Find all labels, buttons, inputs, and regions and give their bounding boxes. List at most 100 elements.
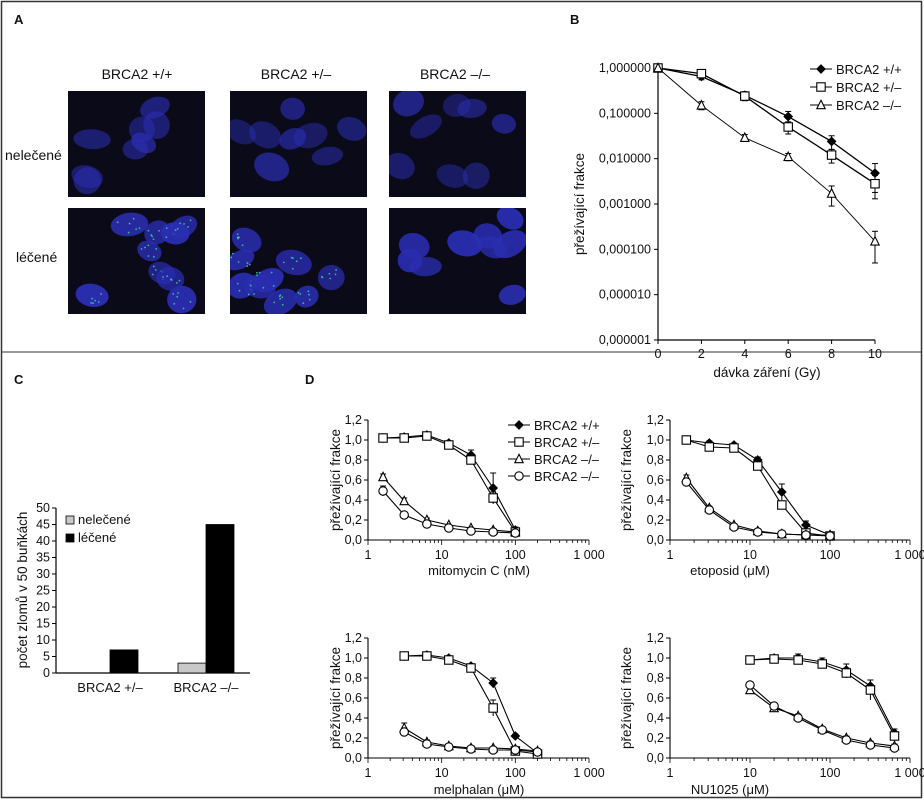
col-label-het: BRCA2 +/– xyxy=(261,66,332,82)
focus-dot xyxy=(187,226,190,228)
y-tick-label: 1,0 xyxy=(345,433,362,447)
y-tick-label: 0,0 xyxy=(345,533,362,547)
focus-dot xyxy=(270,271,273,274)
focus-dot xyxy=(297,291,300,294)
y-axis-label: přežívající frakce xyxy=(619,647,634,749)
legend-label: BRCA2 –/– xyxy=(534,452,600,467)
data-point-s3 xyxy=(745,680,755,690)
y-tick-label: 0 xyxy=(43,666,50,680)
data-point-s1 xyxy=(841,668,852,678)
data-point-s3 xyxy=(769,701,779,711)
legend-label: léčené xyxy=(78,530,116,545)
x-tick-label: 1 xyxy=(365,766,372,780)
data-point-s3 xyxy=(422,739,432,749)
panel-d-melphalan-chart: 0,0 0,2 0,4 0,6 0,8 1,0 1,2 1 10 100 1 000 melphala… xyxy=(328,631,605,797)
focus-dot xyxy=(166,275,169,278)
y-tick-label: 0,2 xyxy=(647,513,664,527)
focus-dot xyxy=(295,260,298,263)
y-tick-label: 0,4 xyxy=(345,711,362,725)
focus-dot xyxy=(258,271,261,274)
focus-dot xyxy=(321,276,324,279)
data-point-s3 xyxy=(865,740,876,750)
focus-dot xyxy=(249,284,252,287)
bar-1-1 xyxy=(205,524,235,674)
focus-dot xyxy=(246,265,249,268)
nucleus-shape xyxy=(337,116,367,141)
focus-dot xyxy=(132,217,135,220)
x-tick-label: 10 xyxy=(868,347,882,361)
y-axis-label: přežívající frakce xyxy=(328,429,343,531)
nucleus-shape xyxy=(73,129,111,150)
y-tick-label: 45 xyxy=(36,518,50,532)
focus-dot xyxy=(246,262,249,264)
focus-dot xyxy=(92,302,95,305)
panel-a: BRCA2 +/+ BRCA2 +/– BRCA2 –/– nelečené l… xyxy=(5,66,526,314)
legend-label: nelečené xyxy=(78,512,131,527)
focus-dot xyxy=(150,234,153,236)
data-point-s3 xyxy=(825,531,835,541)
legend-swatch xyxy=(65,515,75,525)
focus-dot xyxy=(335,269,337,271)
nucleus-shape xyxy=(110,212,149,237)
data-point-s2 xyxy=(377,471,389,482)
x-tick-label: 10 xyxy=(743,766,757,780)
focus-dot xyxy=(151,273,154,276)
focus-dot xyxy=(152,255,155,258)
y-tick-label: 5 xyxy=(43,650,50,664)
data-point-s3 xyxy=(841,735,852,745)
micro-nuclei xyxy=(230,227,345,314)
x-tick-label: 1 000 xyxy=(894,548,924,562)
focus-dot xyxy=(237,237,239,240)
data-point-s3 xyxy=(889,743,900,753)
focus-dot xyxy=(329,277,332,280)
legend-marker xyxy=(514,437,524,447)
nucleus-shape xyxy=(252,267,284,293)
focus-dot xyxy=(256,274,258,277)
micro-nuclei xyxy=(397,208,526,305)
y-tick-label: 0,4 xyxy=(345,493,362,507)
focus-dot xyxy=(300,257,302,260)
x-tick-label: 100 xyxy=(820,548,841,562)
y-axis-label: počet zlomů v 50 buňkách xyxy=(15,512,30,669)
focus-dot xyxy=(165,227,168,230)
focus-dot xyxy=(279,297,282,300)
micro-image-r0-c2 xyxy=(389,91,526,197)
focus-dot xyxy=(127,231,130,234)
data-point-s0 xyxy=(783,111,794,122)
nucleus-shape xyxy=(167,285,197,314)
focus-dot xyxy=(253,293,255,295)
focus-dot xyxy=(147,229,150,232)
data-point-s3 xyxy=(729,522,739,532)
y-tick-label: 0,001000 xyxy=(599,197,651,211)
y-tick-label: 0,2 xyxy=(345,731,362,745)
nucleus-shape xyxy=(317,264,345,291)
panel-c-chart: 0 5 10 15 20 25 30 35 40 45 50 BRCA2 +/– BRCA2 –/– po… xyxy=(15,501,250,695)
nucleus-shape xyxy=(263,288,298,314)
data-point-s3 xyxy=(510,528,521,538)
y-tick-label: 0,6 xyxy=(647,473,664,487)
y-tick-label: 15 xyxy=(36,617,50,631)
focus-dot xyxy=(97,301,100,303)
x-tick-label: 10 xyxy=(743,548,757,562)
focus-dot xyxy=(189,300,192,303)
nucleus-shape xyxy=(73,167,101,195)
bar-0-1 xyxy=(177,662,207,674)
focus-dot xyxy=(262,286,265,289)
legend-label: BRCA2 +/+ xyxy=(836,62,902,77)
nucleus-shape xyxy=(410,114,442,139)
focus-dot xyxy=(290,256,293,259)
y-tick-label: 1,0 xyxy=(647,651,664,665)
data-point-s3 xyxy=(444,523,454,533)
data-point-s3 xyxy=(488,527,498,537)
focus-dot xyxy=(172,293,175,295)
x-tick-label: 1 xyxy=(365,548,372,562)
data-point-s1 xyxy=(488,493,498,503)
x-tick-label: 0 xyxy=(655,347,662,361)
data-point-s0 xyxy=(776,487,787,497)
data-point-s2 xyxy=(783,150,794,162)
focus-dot xyxy=(307,290,310,293)
y-tick-label: 0,8 xyxy=(647,453,664,467)
focus-dot xyxy=(272,284,275,287)
x-axis-label: melphalan (μM) xyxy=(434,782,525,797)
nucleus-shape xyxy=(436,164,469,188)
